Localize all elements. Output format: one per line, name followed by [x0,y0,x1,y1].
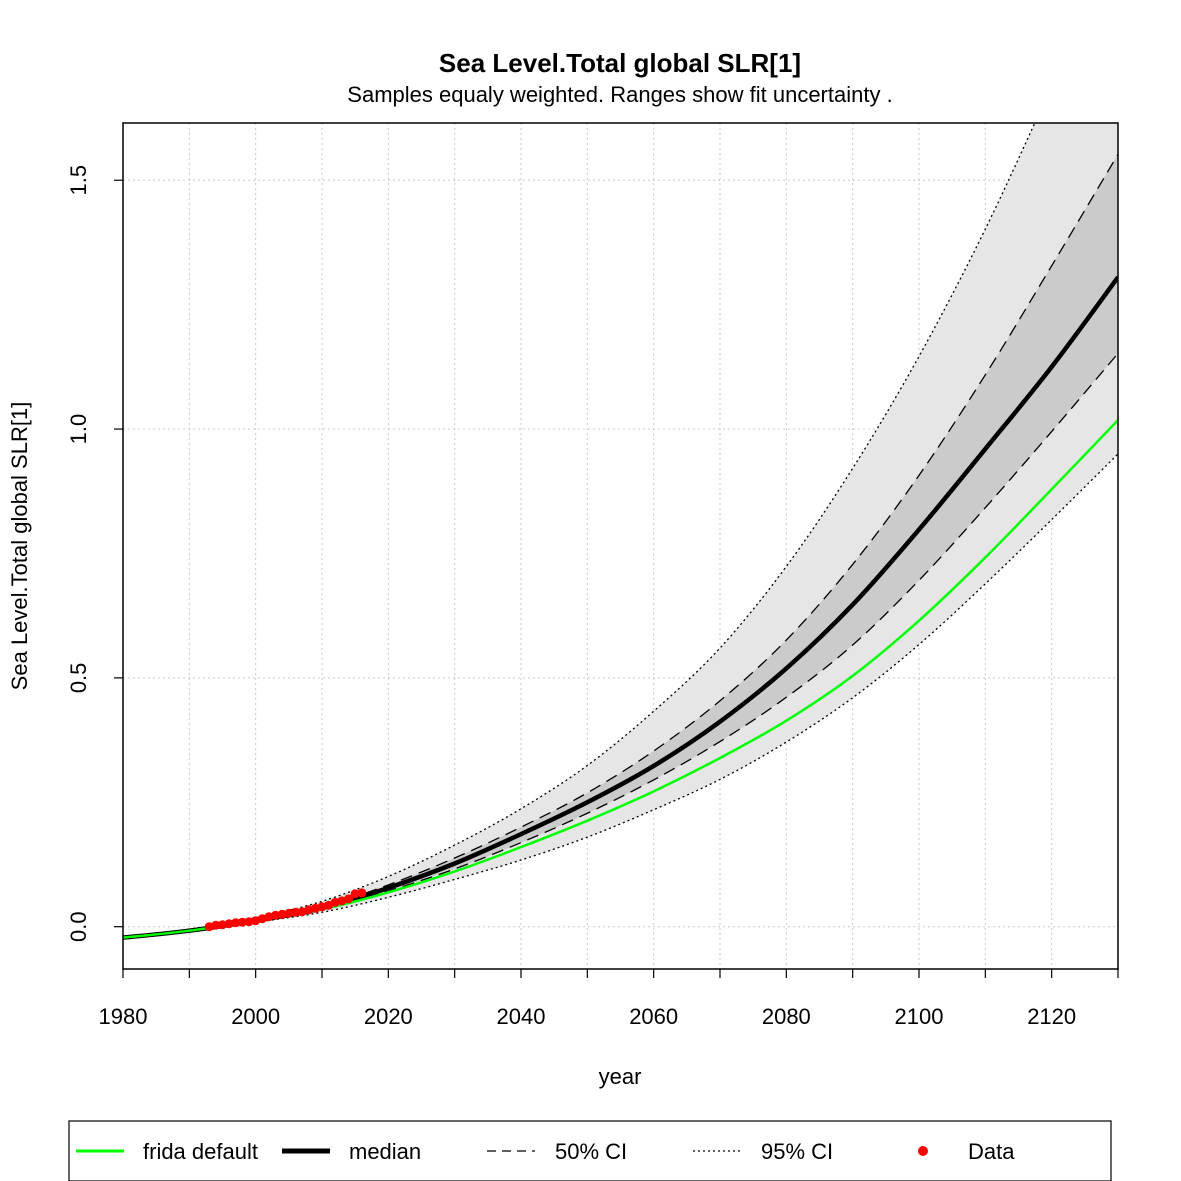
x-tick-label: 2100 [895,1004,944,1029]
y-tick-label: 0.0 [66,911,91,942]
data-point [218,920,227,930]
data-point [211,920,221,930]
data-point [231,918,241,928]
x-tick-label: 2040 [497,1004,546,1029]
data-point [350,889,360,899]
data-point [290,907,300,917]
data-point [344,894,354,904]
legend-label-median: median [349,1139,421,1164]
data-points [204,888,367,932]
y-tick-label: 0.5 [66,663,91,694]
y-tick-label: 1.5 [66,165,91,196]
legend-label-frida-default: frida default [143,1139,258,1164]
legend-label-95ci: 95% CI [761,1139,833,1164]
series-lines [123,123,1118,940]
band-50ci [123,154,1118,938]
legend-label-data: Data [968,1139,1015,1164]
line-95ci-upper [123,123,1036,938]
x-tick-label: 2080 [762,1004,811,1029]
legend-box [68,1120,1112,1181]
data-point [284,908,294,918]
data-point [357,888,367,898]
x-axis-title: year [599,1064,642,1089]
data-point [271,910,281,920]
x-axis: 1980 2000 2020 2040 2060 2080 2100 2120 [99,969,1119,1029]
x-tick-label: 2060 [629,1004,678,1029]
data-point [224,919,234,929]
data-point [237,917,247,927]
x-tick-label: 2020 [364,1004,413,1029]
legend: frida default median 50% CI 95% CI Data [68,1120,1112,1181]
plot-frame [122,122,1119,970]
legend-label-50ci: 50% CI [555,1139,627,1164]
data-point [244,917,254,927]
data-point [277,909,287,919]
y-axis-title: Sea Level.Total global SLR[1] [7,402,32,691]
line-50ci-upper [123,154,1118,939]
x-tick-label: 2000 [231,1004,280,1029]
x-tick-label: 2120 [1027,1004,1076,1029]
chart-subtitle: Samples equaly weighted. Ranges show fit… [347,82,892,107]
x-tick-label: 1980 [99,1004,148,1029]
legend-swatch-data [918,1146,928,1156]
chart-title: Sea Level.Total global SLR[1] [439,48,801,78]
y-tick-label: 1.0 [66,414,91,445]
y-axis: 0.0 0.5 1.0 1.5 [66,165,123,942]
